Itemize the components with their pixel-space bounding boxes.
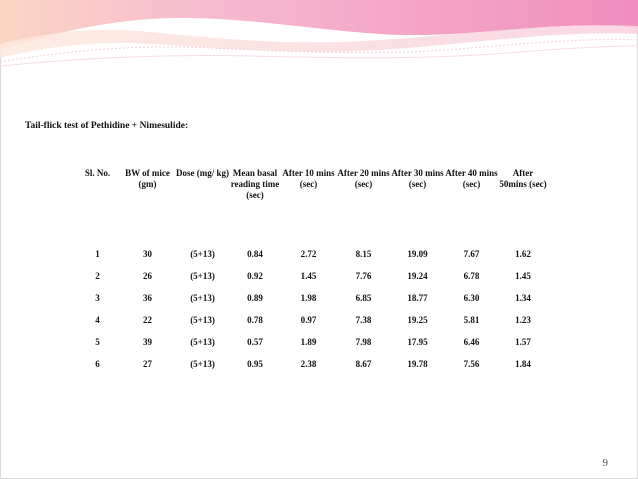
table-row: 4 22 (5+13) 0.78 0.97 7.38 19.25 5.81 1.… — [75, 309, 548, 331]
results-table: Sl. No. BW of mice (gm) Dose (mg/ kg) Me… — [75, 168, 548, 375]
header-after-30: After 30 mins (sec) — [391, 168, 444, 189]
cell-after-10: 1.89 — [300, 336, 317, 347]
cell-after-50: 1.45 — [515, 270, 531, 281]
cell-bw: 30 — [143, 248, 152, 259]
cell-after-30: 19.09 — [407, 248, 428, 259]
header-sl-no: Sl. No. — [84, 168, 111, 178]
cell-sl-no: 2 — [95, 270, 100, 281]
cell-after-10: 2.38 — [300, 358, 317, 369]
table-row: 2 26 (5+13) 0.92 1.45 7.76 19.24 6.78 1.… — [75, 265, 548, 287]
cell-after-20: 8.15 — [355, 248, 372, 259]
cell-sl-no: 1 — [95, 248, 100, 259]
header-after-50: After 50mins (sec) — [499, 168, 547, 189]
cell-mean-basal: 0.78 — [247, 314, 263, 325]
cell-dose: (5+13) — [190, 292, 215, 303]
table-row: 3 36 (5+13) 0.89 1.98 6.85 18.77 6.30 1.… — [75, 287, 548, 309]
cell-dose: (5+13) — [190, 358, 215, 369]
cell-after-10: 1.98 — [300, 292, 317, 303]
cell-dose: (5+13) — [190, 270, 215, 281]
cell-after-40: 5.81 — [463, 314, 480, 325]
cell-bw: 36 — [143, 292, 152, 303]
cell-after-30: 19.78 — [407, 358, 428, 369]
cell-mean-basal: 0.57 — [247, 336, 263, 347]
cell-after-20: 7.98 — [355, 336, 372, 347]
cell-after-20: 6.85 — [355, 292, 372, 303]
cell-mean-basal: 0.95 — [247, 358, 263, 369]
decorative-banner — [0, 0, 638, 67]
header-bw: BW of mice (gm) — [125, 168, 170, 189]
table-row: 6 27 (5+13) 0.95 2.38 8.67 19.78 7.56 1.… — [75, 353, 548, 375]
cell-after-50: 1.62 — [515, 248, 531, 259]
cell-after-50: 1.84 — [515, 358, 531, 369]
cell-after-50: 1.34 — [515, 292, 531, 303]
table-row: 5 39 (5+13) 0.57 1.89 7.98 17.95 6.46 1.… — [75, 331, 548, 353]
cell-after-40: 6.46 — [463, 336, 480, 347]
cell-mean-basal: 0.92 — [247, 270, 263, 281]
cell-after-10: 2.72 — [300, 248, 317, 259]
cell-after-40: 7.56 — [463, 358, 480, 369]
cell-mean-basal: 0.89 — [247, 292, 263, 303]
cell-sl-no: 3 — [95, 292, 100, 303]
cell-after-20: 8.67 — [355, 358, 372, 369]
cell-after-40: 6.30 — [463, 292, 480, 303]
cell-mean-basal: 0.84 — [247, 248, 263, 259]
slide-number: 9 — [602, 457, 609, 469]
cell-after-30: 19.24 — [407, 270, 428, 281]
cell-after-30: 17.95 — [407, 336, 428, 347]
cell-sl-no: 6 — [95, 358, 100, 369]
table-header-row: Sl. No. BW of mice (gm) Dose (mg/ kg) Me… — [75, 168, 548, 243]
cell-after-20: 7.76 — [355, 270, 372, 281]
cell-after-10: 0.97 — [300, 314, 317, 325]
table-row: 1 30 (5+13) 0.84 2.72 8.15 19.09 7.67 1.… — [75, 243, 548, 265]
cell-dose: (5+13) — [190, 248, 215, 259]
cell-after-20: 7.38 — [355, 314, 372, 325]
slide-heading: Tail-flick test of Pethidine + Nimesulid… — [25, 121, 189, 131]
cell-after-50: 1.23 — [515, 314, 531, 325]
cell-sl-no: 5 — [95, 336, 100, 347]
cell-sl-no: 4 — [95, 314, 100, 325]
cell-after-50: 1.57 — [515, 336, 531, 347]
cell-dose: (5+13) — [190, 336, 215, 347]
cell-bw: 22 — [143, 314, 152, 325]
cell-after-10: 1.45 — [300, 270, 317, 281]
header-after-40: After 40 mins (sec) — [445, 168, 498, 189]
cell-after-40: 6.78 — [463, 270, 480, 281]
cell-bw: 39 — [143, 336, 152, 347]
cell-bw: 26 — [143, 270, 152, 281]
cell-after-30: 18.77 — [407, 292, 428, 303]
header-mean-basal: Mean basal reading time (sec) — [230, 168, 280, 200]
header-after-10: After 10 mins (sec) — [282, 168, 335, 189]
header-dose: Dose (mg/ kg) — [176, 168, 229, 178]
cell-dose: (5+13) — [190, 314, 215, 325]
header-after-20: After 20 mins (sec) — [337, 168, 390, 189]
cell-after-30: 19.25 — [407, 314, 428, 325]
cell-after-40: 7.67 — [463, 248, 480, 259]
cell-bw: 27 — [143, 358, 152, 369]
